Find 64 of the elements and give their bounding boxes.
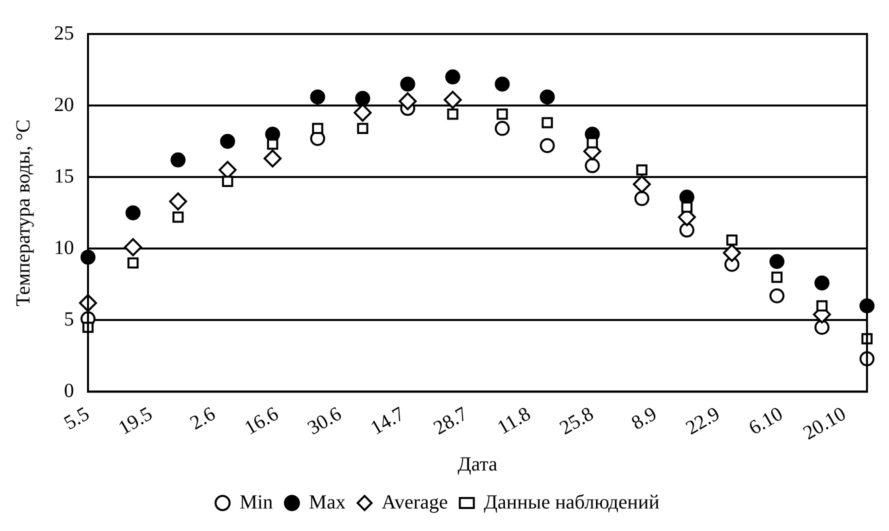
x-tick-label: 20.10 [800, 402, 850, 444]
point [726, 234, 738, 246]
point [444, 90, 462, 109]
point [398, 92, 417, 110]
point [170, 152, 186, 168]
x-tick-label: 2.6 [186, 402, 220, 434]
point [355, 90, 370, 106]
point [584, 158, 600, 174]
x-tick-label: 5.5 [60, 402, 94, 434]
point [722, 244, 741, 262]
y-tick-label: 25 [54, 22, 74, 44]
x-tick-label: 16.6 [240, 402, 282, 440]
point [264, 149, 282, 168]
point [769, 254, 784, 270]
y-tick-label: 15 [54, 165, 74, 188]
point [679, 222, 694, 238]
point [494, 120, 510, 136]
point [310, 89, 326, 104]
x-axis-title: Дата [458, 453, 498, 476]
y-tick-label: 5 [64, 308, 74, 330]
point [124, 238, 142, 256]
point [357, 122, 368, 134]
point [126, 205, 141, 220]
y-tick-label: 10 [54, 236, 74, 259]
point [169, 192, 188, 210]
point [312, 122, 324, 134]
point [540, 89, 555, 104]
y-tick-label: 20 [54, 94, 74, 116]
x-tick-label: 22.9 [682, 402, 724, 440]
x-tick-label: 11.8 [494, 402, 534, 440]
x-tick-label: 8.9 [628, 402, 660, 434]
legend-label: Данные наблюдений [484, 491, 660, 514]
x-tick-label: 6.10 [745, 402, 787, 440]
point [542, 117, 553, 128]
x-tick-label: 14.7 [367, 402, 408, 440]
point [814, 275, 830, 290]
point [127, 257, 139, 269]
point [494, 76, 510, 92]
point [634, 191, 650, 206]
y-axis-title: Температура воды, °C [12, 119, 34, 306]
point [267, 138, 278, 150]
x-tick-label: 30.6 [304, 402, 346, 440]
legend-label: Average [382, 491, 448, 514]
x-tick-label: 28.7 [430, 402, 472, 440]
point [496, 108, 508, 120]
point [540, 138, 555, 154]
point [447, 108, 458, 120]
point [445, 69, 460, 84]
point [632, 175, 651, 194]
point [816, 300, 828, 312]
point [771, 272, 783, 283]
legend-label: Min [240, 491, 273, 514]
y-tick-label: 0 [64, 380, 74, 402]
point [769, 288, 784, 304]
x-tick-label: 25.8 [556, 402, 598, 440]
x-tick-label: 19.5 [114, 402, 156, 440]
point [636, 164, 648, 176]
point [172, 212, 184, 223]
point [222, 176, 234, 187]
legend-label: Max [308, 491, 346, 514]
point [220, 134, 236, 149]
point [814, 320, 830, 335]
point [681, 202, 692, 213]
point [400, 76, 416, 92]
